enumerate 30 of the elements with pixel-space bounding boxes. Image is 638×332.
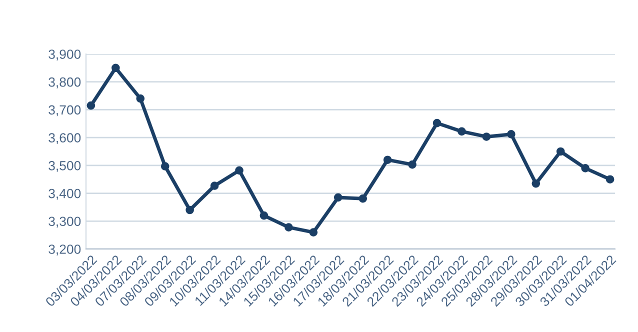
point bbox=[86, 101, 96, 110]
point bbox=[136, 94, 145, 103]
point bbox=[358, 194, 368, 203]
point bbox=[186, 206, 194, 214]
point bbox=[532, 179, 540, 188]
point bbox=[581, 164, 590, 172]
y-tick-label: 3,700 bbox=[48, 105, 81, 116]
point bbox=[334, 193, 342, 202]
point bbox=[556, 147, 565, 156]
point bbox=[606, 175, 614, 184]
point bbox=[383, 156, 392, 164]
point bbox=[210, 182, 219, 190]
point bbox=[482, 132, 491, 141]
y-tick-label: 3,600 bbox=[48, 133, 81, 144]
point bbox=[235, 166, 244, 175]
point bbox=[111, 64, 120, 72]
point bbox=[309, 228, 318, 236]
point bbox=[432, 118, 442, 128]
point bbox=[408, 160, 416, 169]
y-tick-label: 3,300 bbox=[48, 216, 81, 228]
y-tick-label: 3,800 bbox=[48, 77, 81, 88]
point bbox=[284, 223, 293, 232]
point bbox=[160, 162, 170, 170]
point bbox=[260, 211, 268, 220]
y-tick-label: 3,900 bbox=[48, 50, 81, 60]
point bbox=[458, 127, 466, 136]
y-tick-label: 3,200 bbox=[48, 244, 81, 256]
point bbox=[507, 130, 516, 138]
y-tick-label: 3,500 bbox=[48, 160, 81, 172]
y-tick-label: 3,400 bbox=[48, 188, 81, 200]
